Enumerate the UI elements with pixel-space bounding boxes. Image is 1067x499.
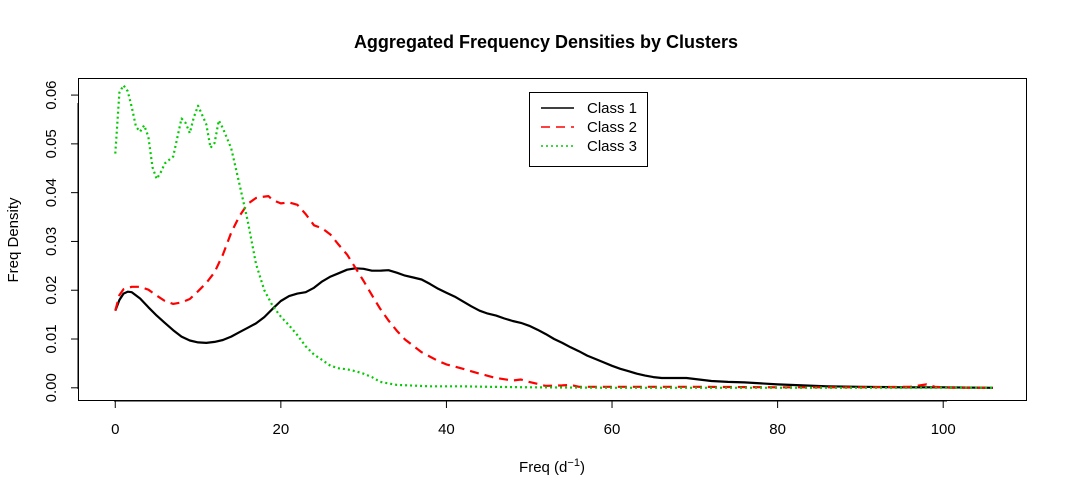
x-tick-label: 0 [111,421,119,438]
y-axis: 0.00 0.01 0.02 0.03 0.04 0.05 0.06 [43,80,79,402]
y-tick-label: 0.03 [43,227,60,256]
y-tick-label: 0.04 [43,178,60,207]
x-axis-title-main: Freq (d [519,459,567,476]
chart-title: Aggregated Frequency Densities by Cluste… [354,32,738,52]
x-tick-label: 20 [273,421,290,438]
x-axis-title: Freq (d−1) [519,457,585,476]
y-tick-label: 0.05 [43,129,60,158]
y-tick-label: 0.00 [43,373,60,402]
y-tick-label: 0.06 [43,80,60,109]
x-axis-title-tail: ) [580,459,585,476]
x-tick-label: 100 [931,421,956,438]
legend-box [529,92,648,167]
y-axis-title: Freq Density [5,197,22,283]
x-axis-title-superscript: −1 [567,457,580,469]
series-line-class-1 [114,267,993,389]
series-layer [114,84,993,389]
x-tick-label: 80 [769,421,786,438]
x-axis: 0 20 40 60 80 100 [111,400,956,438]
y-tick-label: 0.02 [43,276,60,305]
legend: Class 1 Class 2 Class 3 [529,92,648,167]
y-tick-label: 0.01 [43,324,60,353]
legend-label: Class 1 [587,100,637,117]
legend-label: Class 3 [587,138,637,155]
legend-label: Class 2 [587,119,637,136]
series-line-class-2 [114,195,993,389]
x-tick-label: 40 [438,421,455,438]
series-line-class-3 [114,84,993,389]
x-tick-label: 60 [604,421,621,438]
